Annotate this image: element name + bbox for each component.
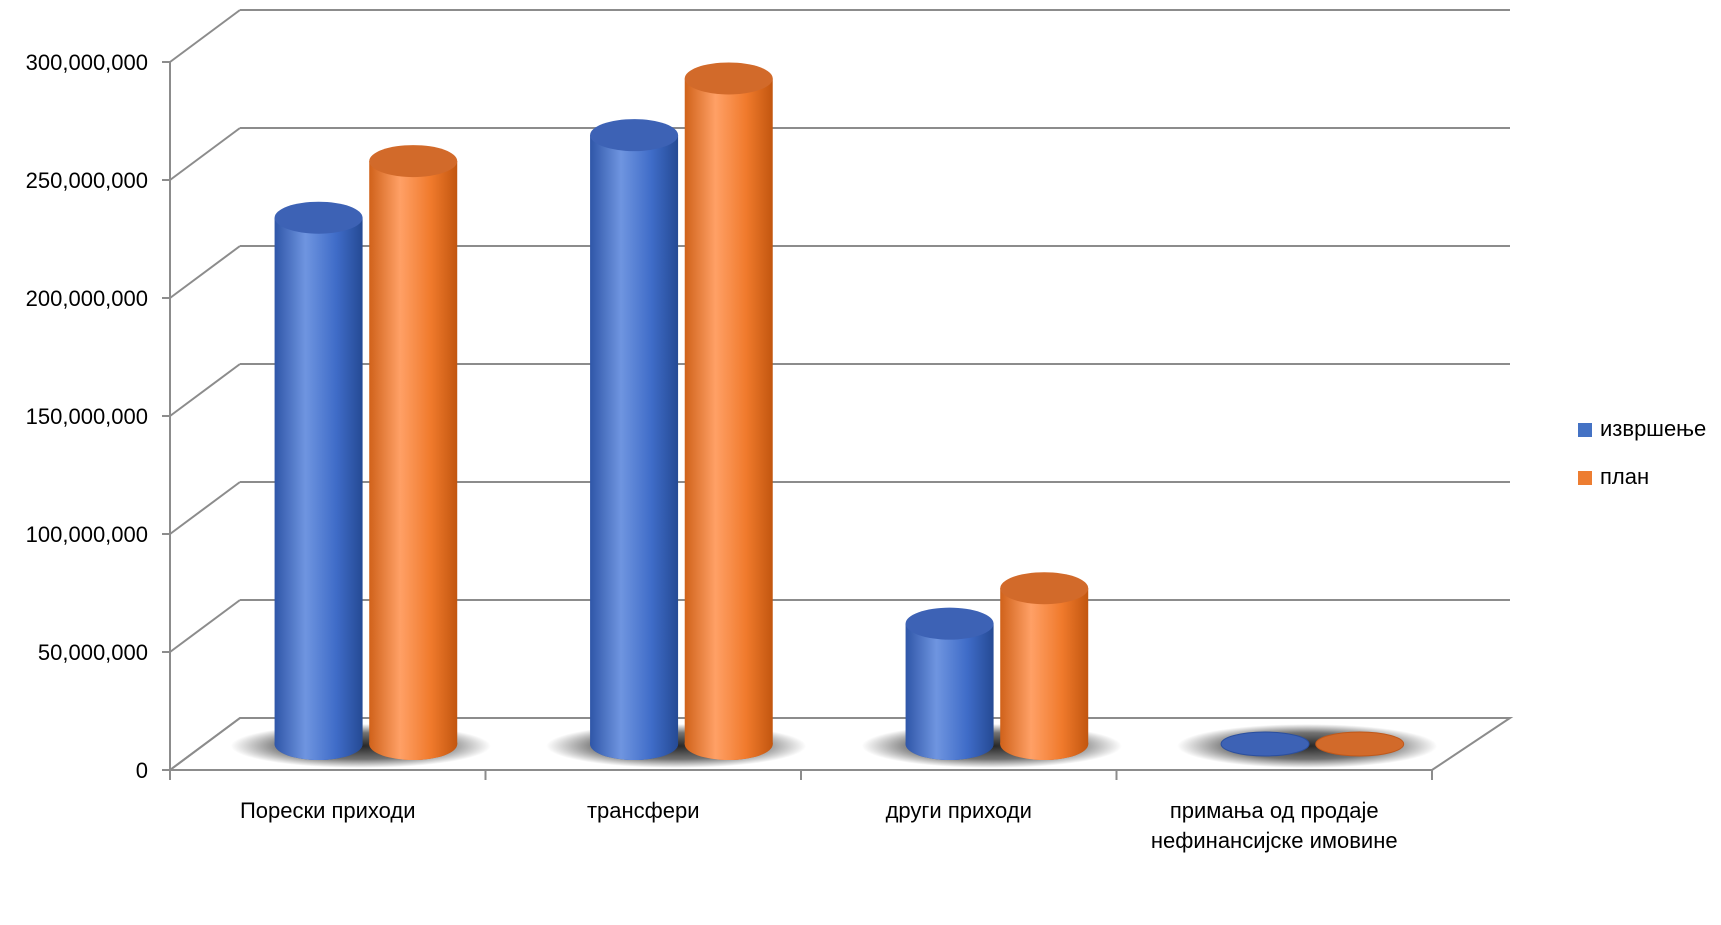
bar — [905, 607, 994, 760]
gridline-diagonal — [169, 481, 241, 535]
gridline-diagonal — [169, 9, 241, 63]
bar-top — [684, 62, 773, 95]
bar — [684, 62, 773, 760]
bar-top — [1000, 572, 1089, 605]
bar-body — [1000, 588, 1089, 744]
bar-body — [684, 78, 773, 745]
bar — [369, 145, 458, 760]
category-group — [1177, 724, 1438, 768]
bar-bottom-curve — [905, 728, 994, 760]
bar-top — [905, 607, 994, 640]
y-tick-label: 50,000,000 — [38, 640, 148, 665]
legend-swatch — [1578, 471, 1592, 485]
gridline-diagonal — [169, 363, 241, 417]
bar-top — [369, 145, 458, 178]
gridline-diagonal — [169, 599, 241, 653]
legend-label: извршење — [1600, 416, 1706, 441]
bar — [274, 201, 363, 760]
category-label: примања од продаје — [1170, 798, 1379, 823]
category-label: други приходи — [886, 798, 1032, 823]
bar — [1315, 731, 1405, 757]
bar-top — [274, 201, 363, 234]
legend-item: план — [1578, 464, 1649, 489]
category-group — [546, 62, 807, 768]
y-tick-label: 250,000,000 — [26, 168, 148, 193]
category-group — [861, 572, 1122, 768]
bar-bottom-curve — [369, 728, 458, 760]
gridline-diagonal — [169, 245, 241, 299]
legend-item: извршење — [1578, 416, 1706, 441]
bar-bottom-curve — [590, 728, 679, 760]
bar-bottom-curve — [684, 728, 773, 760]
y-tick-label: 100,000,000 — [26, 522, 148, 547]
bar — [1220, 731, 1310, 757]
bar-body — [590, 135, 679, 744]
y-tick-label: 200,000,000 — [26, 286, 148, 311]
category-label: Порески приходи — [240, 798, 416, 823]
bar — [590, 119, 679, 760]
bar — [1000, 572, 1089, 760]
y-tick-label: 300,000,000 — [26, 50, 148, 75]
bar-body — [905, 623, 994, 744]
legend-swatch — [1578, 423, 1592, 437]
category-label: нефинансијске имовине — [1151, 828, 1398, 853]
bar-top — [590, 119, 679, 152]
legend-label: план — [1600, 464, 1649, 489]
bar-body — [369, 161, 458, 744]
bar-bottom-curve — [1000, 728, 1089, 760]
category-label: трансфери — [587, 798, 700, 823]
bar-bottom-curve — [274, 728, 363, 760]
y-tick-label: 0 — [136, 758, 148, 783]
gridline-diagonal — [169, 127, 241, 181]
category-group — [230, 145, 491, 768]
bar-body — [274, 217, 363, 745]
y-tick-label: 150,000,000 — [26, 404, 148, 429]
